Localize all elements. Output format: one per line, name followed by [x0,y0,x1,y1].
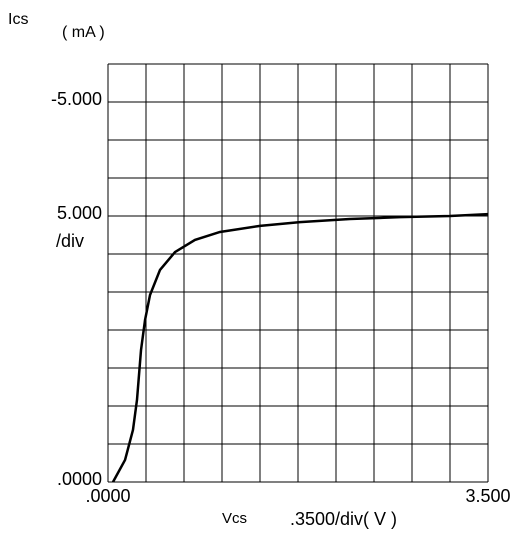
y-unit: ( mA ) [62,24,105,41]
x-label: Vcs [222,510,247,527]
curve [111,212,489,483]
y-tick-label: .0000 [57,469,102,489]
y-scale-note: /div [56,231,84,251]
y-tick-label: -5.000 [51,89,102,109]
y-tick-label: 5.000 [57,203,102,223]
y-label: Ics [8,11,28,28]
x-unit: .3500/div( V ) [290,509,397,529]
x-tick-label: 3.500 [465,486,510,506]
x-tick-label: .0000 [85,486,130,506]
